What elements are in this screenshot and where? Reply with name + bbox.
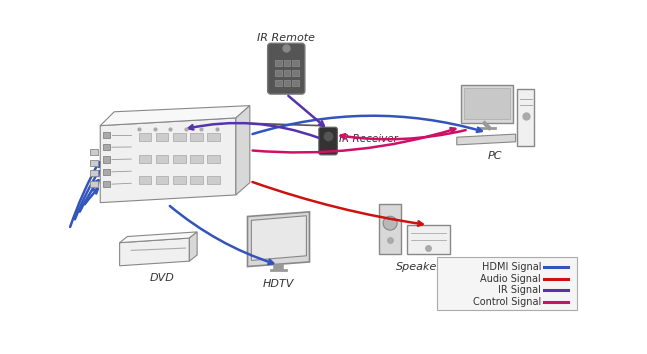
- Bar: [190, 133, 203, 141]
- Circle shape: [383, 216, 397, 230]
- Bar: [104, 132, 111, 138]
- Text: IR Signal: IR Signal: [498, 285, 542, 296]
- Bar: [407, 225, 450, 254]
- Text: Control Signal: Control Signal: [473, 297, 542, 307]
- Bar: [173, 133, 186, 141]
- Bar: [207, 155, 219, 162]
- Bar: [284, 60, 290, 66]
- Bar: [104, 156, 111, 162]
- Bar: [292, 60, 299, 66]
- Text: IR Receiver: IR Receiver: [339, 134, 398, 144]
- Bar: [104, 169, 111, 175]
- Bar: [276, 60, 281, 66]
- Polygon shape: [252, 216, 307, 261]
- Bar: [276, 70, 281, 76]
- Bar: [379, 204, 401, 254]
- Polygon shape: [190, 232, 197, 261]
- Polygon shape: [248, 212, 309, 267]
- Bar: [207, 133, 219, 141]
- Bar: [190, 155, 203, 162]
- Bar: [139, 155, 151, 162]
- Bar: [207, 176, 219, 184]
- Bar: [90, 181, 98, 187]
- Bar: [90, 160, 98, 166]
- Text: HDMI Signal: HDMI Signal: [482, 262, 542, 272]
- Bar: [284, 80, 290, 86]
- Bar: [139, 176, 151, 184]
- FancyBboxPatch shape: [319, 127, 337, 155]
- Text: PC: PC: [487, 151, 502, 161]
- Bar: [104, 144, 111, 150]
- Text: HDTV: HDTV: [263, 279, 294, 289]
- Bar: [173, 155, 186, 162]
- Bar: [292, 70, 299, 76]
- Polygon shape: [100, 118, 236, 202]
- Bar: [284, 70, 290, 76]
- Text: IR Remote: IR Remote: [258, 33, 315, 43]
- Bar: [139, 133, 151, 141]
- Bar: [461, 85, 513, 123]
- Bar: [276, 80, 281, 86]
- Bar: [190, 176, 203, 184]
- Polygon shape: [100, 105, 250, 126]
- Bar: [90, 149, 98, 155]
- Bar: [90, 170, 98, 176]
- Bar: [104, 181, 111, 187]
- Bar: [292, 80, 299, 86]
- Bar: [464, 88, 510, 119]
- Bar: [156, 176, 168, 184]
- Bar: [156, 133, 168, 141]
- Bar: [156, 155, 168, 162]
- Polygon shape: [120, 238, 190, 266]
- Polygon shape: [120, 232, 197, 243]
- Polygon shape: [457, 134, 516, 145]
- Text: DVD: DVD: [150, 274, 175, 284]
- Bar: [437, 257, 577, 310]
- Polygon shape: [236, 105, 250, 195]
- Bar: [517, 89, 534, 147]
- Bar: [173, 176, 186, 184]
- Text: Speaker: Speaker: [396, 262, 442, 272]
- Text: Audio Signal: Audio Signal: [481, 274, 542, 284]
- FancyBboxPatch shape: [268, 43, 305, 94]
